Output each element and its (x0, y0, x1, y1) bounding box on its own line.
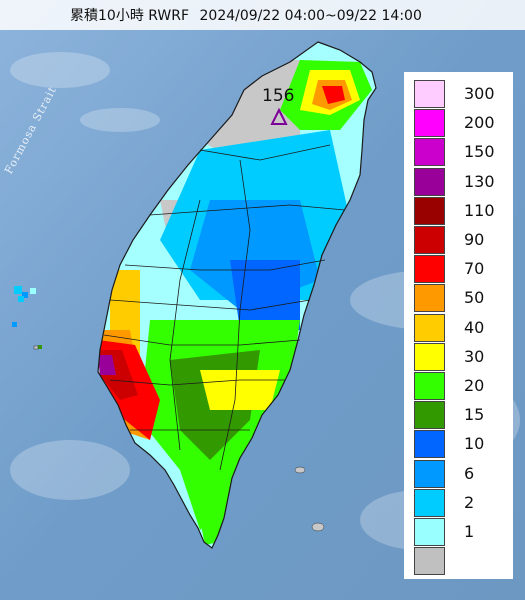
strait-rain-pixels (12, 286, 42, 349)
legend-label: 90 (464, 230, 485, 249)
legend-swatch (414, 167, 445, 196)
legend-label: 40 (464, 317, 485, 337)
legend-swatch (414, 488, 445, 517)
legend-swatch (414, 226, 445, 254)
legend-swatch (414, 109, 445, 138)
legend-label: 130 (464, 171, 495, 191)
legend-label: 10 (464, 434, 485, 454)
penghu-islands (33, 345, 39, 350)
legend-swatch (414, 196, 445, 225)
peak-triangle-marker (270, 107, 288, 125)
legend-label: 70 (464, 259, 485, 279)
product-name: 累積10小時 RWRF (70, 8, 190, 24)
offshore-islands (294, 466, 325, 532)
legend-label: 30 (464, 346, 485, 366)
legend-swatch (414, 401, 445, 430)
peak-value: 156 (262, 86, 295, 106)
title-band (0, 0, 525, 30)
legend-label: 110 (464, 200, 495, 220)
legend-swatch (414, 547, 445, 576)
legend-label: 15 (464, 405, 485, 425)
legend-swatch (414, 342, 445, 371)
legend-label: 1 (464, 522, 475, 541)
legend-swatch (414, 459, 445, 488)
legend-swatch (414, 313, 445, 342)
map-title: 累積10小時 RWRF 2024/09/22 04:00~09/22 14:00 (70, 5, 428, 25)
legend-label: 300 (464, 84, 495, 103)
legend-label: 6 (464, 463, 475, 483)
time-period: 2024/09/22 04:00~09/22 14:00 (199, 8, 422, 24)
county-boundaries (97, 41, 377, 549)
rainfall-overlay (98, 60, 372, 545)
legend-label: 2 (464, 492, 475, 512)
legend-swatch (414, 138, 445, 167)
legend-label: 200 (464, 113, 495, 133)
legend: 300 200 150 130 110 90 70 50 40 30 20 15 10 6 2 1 (404, 72, 513, 579)
legend-swatch (414, 518, 445, 546)
legend-swatch (414, 430, 445, 459)
legend-swatch (414, 80, 445, 108)
legend-label: 20 (464, 376, 485, 395)
legend-swatch (414, 255, 445, 284)
legend-swatch (414, 372, 445, 400)
legend-swatch (414, 284, 445, 313)
legend-label: 50 (464, 288, 485, 308)
legend-label: 150 (464, 142, 495, 162)
